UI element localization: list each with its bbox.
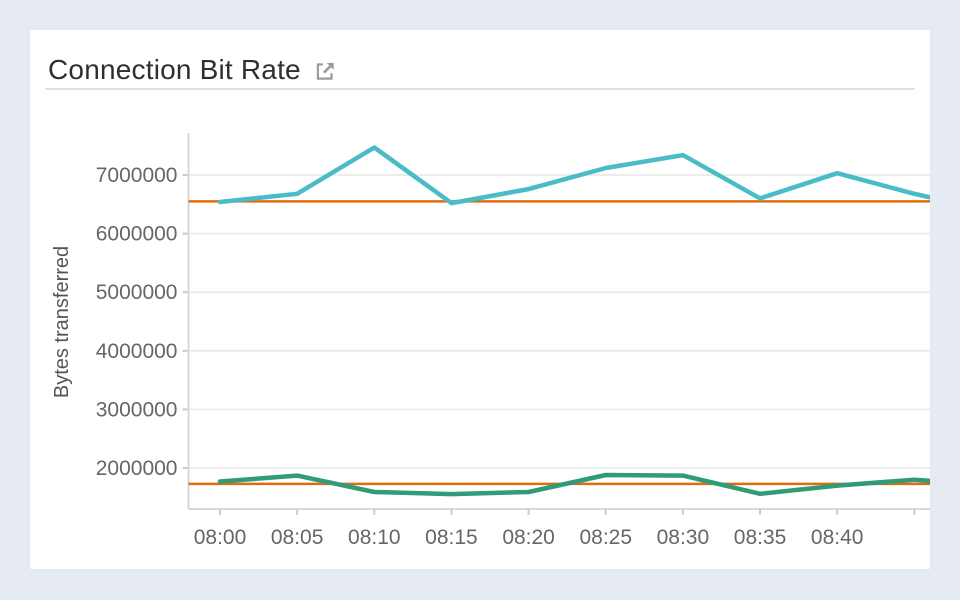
x-tick-label: 08:05 bbox=[271, 526, 324, 549]
y-tick-label: 7000000 bbox=[96, 164, 178, 187]
x-tick-label: 08:40 bbox=[811, 526, 864, 549]
x-tick-label: 08:35 bbox=[734, 526, 787, 549]
y-tick-label: 3000000 bbox=[96, 398, 178, 421]
y-tick-label: 4000000 bbox=[96, 340, 178, 363]
external-link-icon[interactable] bbox=[313, 59, 337, 83]
card-header: Connection Bit Rate bbox=[30, 30, 930, 85]
bit-rate-chart[interactable]: 2000000 3000000 4000000 5000000 6000000 70000… bbox=[30, 112, 930, 569]
x-tick-label: 08:30 bbox=[657, 526, 710, 549]
y-tick-label: 2000000 bbox=[96, 457, 178, 480]
chart-card: Connection Bit Rate 2000000 3000000 400000… bbox=[30, 30, 930, 569]
x-tick-label: 08:20 bbox=[502, 526, 555, 549]
x-tick-label: 08:00 bbox=[194, 526, 247, 549]
plot-area[interactable] bbox=[189, 133, 931, 509]
y-tick-label: 5000000 bbox=[96, 281, 178, 304]
series-line-series-1 bbox=[217, 145, 930, 206]
series-line-series-2 bbox=[217, 472, 930, 497]
y-axis-title: Bytes transferred bbox=[51, 246, 73, 398]
chart-title: Connection Bit Rate bbox=[48, 54, 301, 85]
y-tick-label: 6000000 bbox=[96, 223, 178, 246]
x-tick-label: 08:15 bbox=[425, 526, 478, 549]
chart-area: 2000000 3000000 4000000 5000000 6000000 70000… bbox=[30, 112, 930, 569]
x-tick-label: 08:10 bbox=[348, 526, 401, 549]
header-divider bbox=[45, 88, 915, 90]
x-tick-label: 08:25 bbox=[579, 526, 632, 549]
